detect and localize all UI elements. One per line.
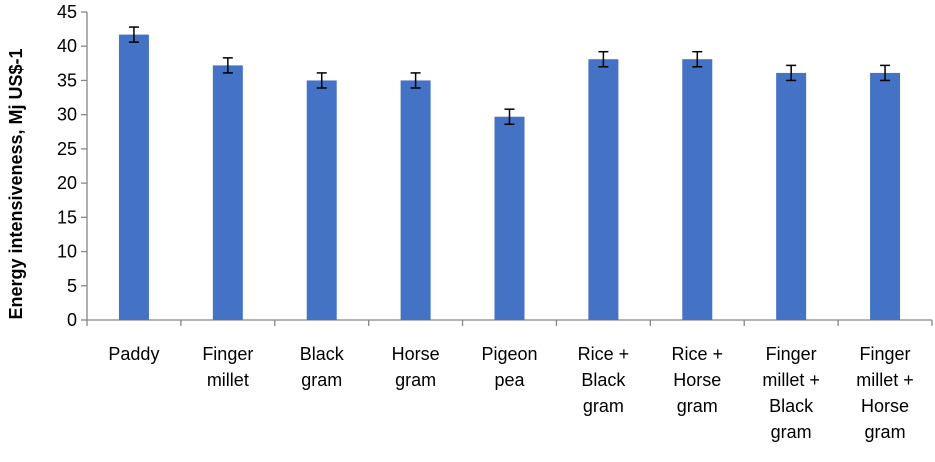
y-tick-label: 0 [67,310,77,330]
x-tick-label: Finger millet + Horse gram [856,344,914,442]
error-bar [128,26,139,43]
x-tick-label: Finger millet + Black gram [762,344,820,442]
bar [494,116,525,320]
bar [776,72,807,320]
y-tick-label: 15 [57,207,77,227]
bar [400,80,431,320]
x-tick-label: Rice + Black gram [578,344,630,416]
bar [212,65,243,321]
bar [682,59,713,321]
error-bars-group [128,26,891,125]
y-tick-label: 45 [57,2,77,22]
error-bar [880,64,891,82]
x-tick-label: Rice + Horse gram [672,344,724,416]
y-tick-label: 30 [57,105,77,125]
y-tick-label: 40 [57,36,77,56]
error-bar [692,50,703,68]
x-tick-label: Finger millet [202,344,253,390]
error-bar [222,57,233,74]
x-tick-label: Paddy [108,344,159,364]
bar [588,59,619,321]
y-axis-ticks: 0 5 10 15 20 25 30 35 40 45 [57,2,87,330]
y-tick-label: 35 [57,70,77,90]
y-tick-label: 5 [67,276,77,296]
x-tick-label: Horse gram [392,344,440,390]
x-axis-labels: Paddy Finger millet Black gram Horse gram Pigeo… [108,344,913,442]
bar [118,34,149,320]
error-bar [410,72,421,89]
error-bar [316,72,327,89]
y-tick-label: 10 [57,242,77,262]
bar [870,72,901,320]
x-axis-ticks [86,320,933,326]
x-tick-label: Black gram [300,344,345,390]
error-bar [598,50,609,68]
x-tick-label: Pigeon pea [481,344,537,390]
y-tick-label: 20 [57,173,77,193]
y-axis-label: Energy intensiveness, Mj US$-1 [6,48,26,319]
error-bar [504,108,515,125]
bars-group [118,34,901,321]
y-tick-label: 25 [57,139,77,159]
error-bar [786,64,797,82]
bar [306,80,337,320]
